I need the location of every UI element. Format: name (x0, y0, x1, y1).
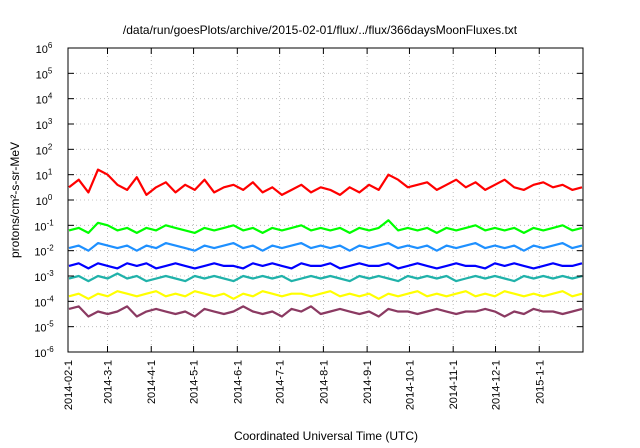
x-tick-label: 2015-1-1 (534, 360, 546, 404)
x-tick-label: 2014-6-1 (232, 360, 244, 404)
y-tick-exponent: -5 (47, 320, 55, 329)
y-tick-label: 10-6 (34, 345, 54, 360)
series-line (68, 272, 583, 283)
y-tick-base: 10 (34, 272, 46, 284)
x-tick-label: 2014-02-1 (63, 360, 75, 410)
y-tick-label: 10-3 (34, 269, 54, 284)
series-line (68, 219, 583, 234)
y-tick-base: 10 (36, 196, 48, 208)
x-tick-label: 2014-8-1 (318, 360, 330, 404)
y-tick-label: 10-1 (34, 218, 54, 233)
y-tick-label: 10-4 (34, 294, 54, 309)
x-axis-label: Coordinated Universal Time (UTC) (234, 429, 418, 443)
y-tick-base: 10 (34, 247, 46, 259)
y-tick-exponent: 2 (48, 142, 53, 151)
y-tick-exponent: 3 (48, 117, 53, 126)
x-tick-label: 2014-10-1 (404, 360, 416, 410)
y-tick-base: 10 (36, 120, 48, 132)
y-tick-base: 10 (36, 95, 48, 107)
y-tick-label: 10-5 (34, 320, 54, 335)
x-tick-label: 2014-12-1 (491, 360, 503, 410)
series-line (68, 290, 583, 300)
y-tick-exponent: -6 (47, 345, 55, 354)
y-tick-exponent: 4 (48, 92, 53, 101)
y-tick-base: 10 (34, 323, 46, 335)
y-tick-exponent: -1 (47, 218, 55, 227)
x-tick-label: 2014-4-1 (146, 360, 158, 404)
y-tick-base: 10 (36, 171, 48, 183)
x-tick-label: 2014-3-1 (103, 360, 115, 404)
y-tick-base: 10 (34, 297, 46, 309)
series-line (68, 242, 583, 252)
x-tick-label: 2014-7-1 (275, 360, 287, 404)
x-tick-label: 2014-9-1 (362, 360, 374, 404)
series-line (68, 305, 583, 318)
y-tick-base: 10 (36, 44, 48, 56)
series-line (68, 168, 583, 196)
y-tick-base: 10 (36, 69, 48, 81)
y-tick-label: 100 (36, 193, 53, 208)
y-tick-label: 102 (36, 142, 53, 157)
chart-title: /data/run/goesPlots/archive/2015-02-01/f… (123, 23, 518, 37)
y-tick-base: 10 (34, 348, 46, 360)
y-tick-label: 10-2 (34, 244, 54, 259)
y-tick-exponent: 0 (48, 193, 53, 202)
y-tick-label: 101 (36, 168, 53, 183)
tick-layer: 10-610-510-410-310-210-11001011021031041… (34, 41, 583, 410)
y-tick-exponent: -4 (47, 294, 55, 303)
y-tick-base: 10 (34, 221, 46, 233)
y-tick-label: 105 (36, 66, 53, 81)
x-tick-label: 2014-11-1 (448, 360, 460, 409)
y-tick-label: 106 (36, 41, 53, 56)
y-tick-exponent: 1 (48, 168, 53, 177)
grid-layer (68, 48, 583, 352)
x-tick-label: 2014-5-1 (189, 360, 201, 404)
y-tick-label: 104 (36, 92, 53, 107)
series-line (68, 262, 583, 270)
y-tick-label: 103 (36, 117, 53, 132)
y-tick-exponent: -3 (47, 269, 55, 278)
y-axis-label: protons/cm²-s-sr-MeV (8, 142, 22, 258)
y-tick-exponent: 5 (48, 66, 53, 75)
y-tick-exponent: -2 (47, 244, 55, 253)
series-layer (68, 168, 583, 318)
y-tick-base: 10 (36, 145, 48, 157)
y-tick-exponent: 6 (48, 41, 53, 50)
